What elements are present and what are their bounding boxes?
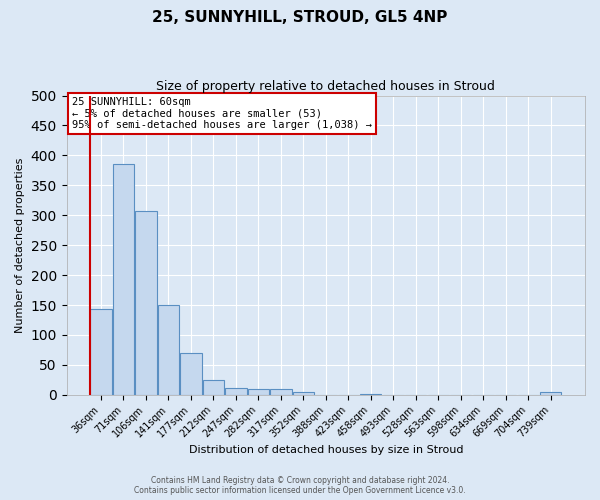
Text: 25, SUNNYHILL, STROUD, GL5 4NP: 25, SUNNYHILL, STROUD, GL5 4NP	[152, 10, 448, 25]
Y-axis label: Number of detached properties: Number of detached properties	[15, 158, 25, 333]
Bar	[90, 309, 112, 395]
Text: 25 SUNNYHILL: 60sqm
← 5% of detached houses are smaller (53)
95% of semi-detache: 25 SUNNYHILL: 60sqm ← 5% of detached hou…	[72, 97, 372, 130]
Text: Contains HM Land Registry data © Crown copyright and database right 2024.
Contai: Contains HM Land Registry data © Crown c…	[134, 476, 466, 495]
Bar	[293, 392, 314, 395]
Bar	[180, 353, 202, 395]
Bar	[113, 164, 134, 395]
Bar	[135, 211, 157, 395]
Bar	[540, 392, 562, 395]
Bar	[248, 389, 269, 395]
Title: Size of property relative to detached houses in Stroud: Size of property relative to detached ho…	[157, 80, 495, 93]
Bar	[360, 394, 382, 395]
Bar	[225, 388, 247, 395]
Bar	[203, 380, 224, 395]
X-axis label: Distribution of detached houses by size in Stroud: Distribution of detached houses by size …	[188, 445, 463, 455]
Bar	[158, 305, 179, 395]
Bar	[270, 390, 292, 395]
